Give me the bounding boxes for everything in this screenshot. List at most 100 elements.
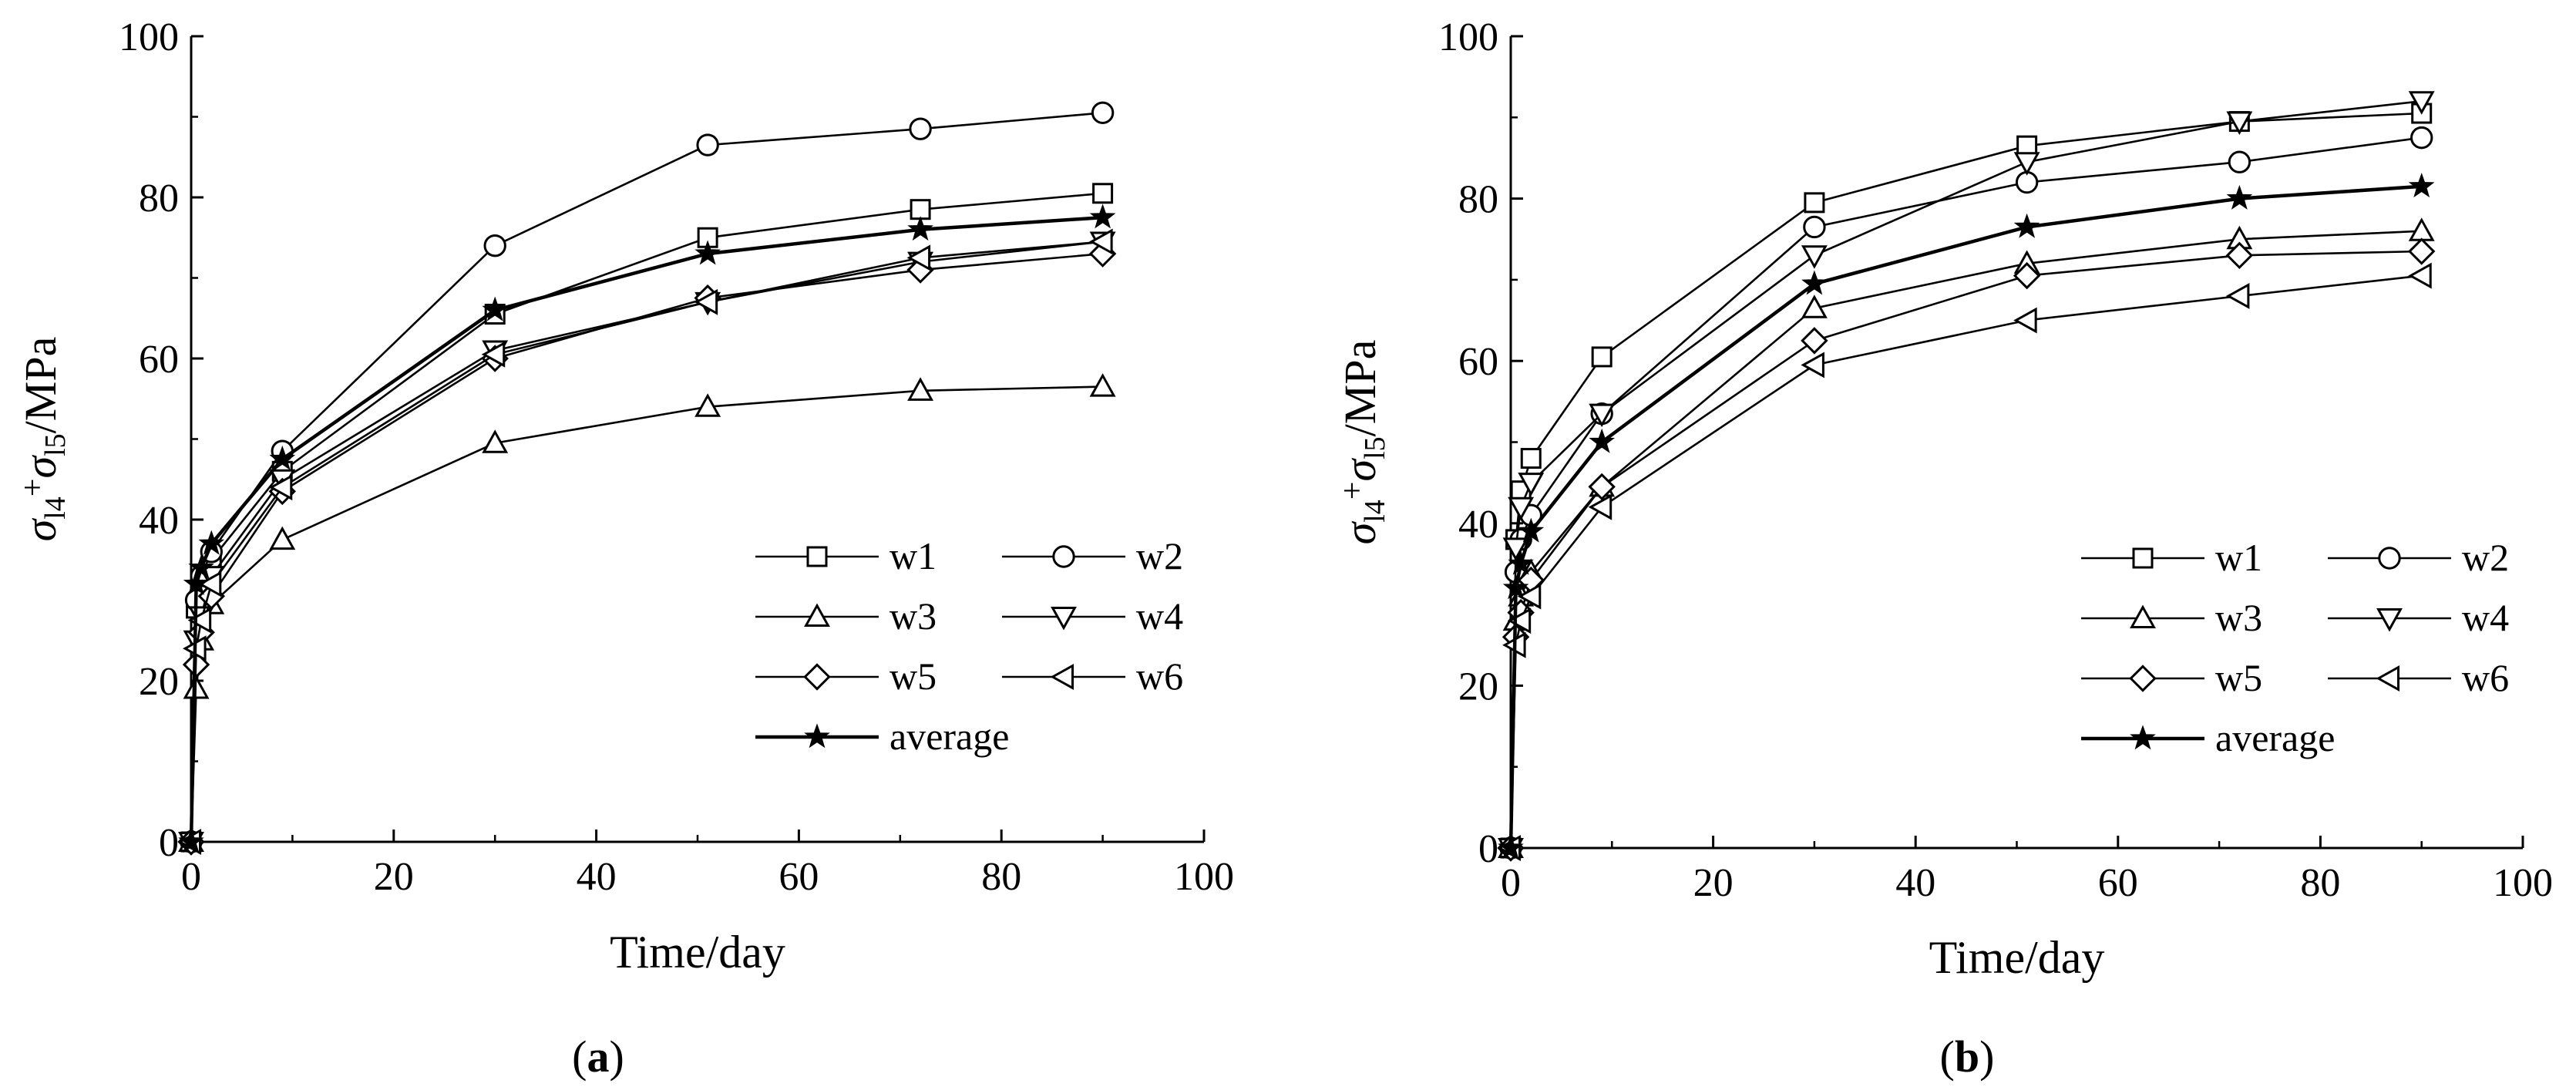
data-point-w6 (1588, 493, 1613, 520)
x-tick-label: 0 (181, 855, 201, 899)
data-point-w3 (1089, 373, 1116, 397)
y-tick-label: 80 (139, 177, 179, 220)
data-point-w6 (2225, 283, 2250, 309)
legend-marker (1051, 606, 1077, 631)
data-point-w6 (2408, 262, 2432, 289)
data-point-w6 (1089, 228, 1113, 255)
series-w4 (178, 231, 1116, 856)
data-point-w2 (1091, 101, 1115, 124)
data-point-w2 (2228, 150, 2251, 173)
legend-item-w4: w4 (1002, 594, 1183, 638)
legend-marker (804, 723, 830, 749)
y-axis-title: σl4+σl5/MPa (1335, 340, 1391, 545)
y-tick-label: 80 (1458, 178, 1498, 222)
x-tick-label: 20 (374, 855, 414, 899)
data-point-w6 (1801, 352, 1824, 379)
legend-label: w4 (2462, 596, 2509, 639)
caption-open: ( (572, 1031, 587, 1082)
series-w3 (1498, 217, 2435, 859)
data-point-w2 (483, 234, 506, 257)
x-tick-label: 80 (981, 855, 1021, 899)
y-axis-title-part: + (1335, 482, 1370, 500)
x-tick-label: 40 (1895, 861, 1935, 905)
data-point-w6 (187, 607, 212, 634)
legend-marker (806, 546, 828, 567)
series-line-w6 (1509, 274, 2422, 849)
data-point-w2 (2410, 126, 2433, 150)
data-point-w6 (481, 341, 506, 368)
data-point-w6 (1507, 607, 1532, 634)
y-axis-title-part: σ (1335, 520, 1385, 544)
data-point-average (2013, 213, 2040, 238)
data-point-w6 (268, 474, 293, 501)
caption-close: ) (610, 1031, 624, 1082)
y-tick-label: 20 (1458, 665, 1498, 708)
x-tick-label: 0 (1501, 861, 1521, 905)
data-point-average (907, 216, 933, 241)
data-point-w3 (482, 429, 509, 453)
y-tick-label: 0 (1478, 827, 1498, 871)
series-w3 (178, 373, 1116, 853)
legend: w1 w2 w3 w4 w5 w6 average (755, 534, 1183, 758)
legend-label: w3 (889, 594, 937, 638)
legend-label: w2 (1136, 534, 1183, 577)
data-point-average (198, 530, 225, 555)
data-point-w5 (2407, 237, 2436, 265)
y-axis-title-part: /MPa (1335, 340, 1385, 437)
data-point-w5 (1801, 327, 1828, 355)
x-tick-label: 40 (577, 855, 617, 899)
data-point-w1 (910, 199, 931, 220)
legend-label: w2 (2462, 536, 2509, 579)
legend-marker (1052, 545, 1075, 568)
legend-label: average (889, 715, 1009, 758)
data-point-average (694, 240, 721, 265)
data-point-w6 (694, 288, 718, 315)
y-axis-title-part: l4 (1359, 500, 1391, 523)
chart-panel-b: 0 20 40 60 80 100020406080100Time/dayσl4+σl5/… (1335, 15, 2553, 1082)
x-tick-label: 100 (1174, 855, 1234, 899)
data-point-w4 (1502, 537, 1529, 561)
series-w4 (1498, 91, 2435, 862)
legend-label: average (2215, 716, 2335, 759)
data-point-average (1518, 517, 1545, 543)
y-axis-title-part: σ (15, 517, 66, 541)
data-point-average (1089, 204, 1116, 229)
legend-item-w2: w2 (2328, 536, 2509, 579)
data-point-w4 (1801, 245, 1828, 269)
chart-panel-a: 0 20 40 60 80 100020406080100Time/dayσl4+σl5/… (15, 15, 1234, 1082)
data-point-w4 (2408, 91, 2435, 115)
data-point-w1 (697, 227, 718, 248)
data-point-w3 (2408, 217, 2435, 241)
data-point-average (269, 445, 296, 470)
data-point-w3 (907, 377, 934, 401)
data-point-w6 (197, 570, 222, 597)
data-point-w4 (1508, 496, 1535, 521)
legend-marker (803, 663, 831, 691)
y-tick-label: 60 (1458, 340, 1498, 384)
data-point-average (178, 828, 204, 853)
data-point-average (1502, 574, 1529, 600)
y-axis-title-part: l5 (39, 433, 72, 456)
legend-marker (2129, 665, 2157, 692)
x-tick-label: 60 (2098, 861, 2138, 905)
legend-label: w1 (889, 534, 937, 577)
data-point-average (2408, 173, 2435, 198)
legend-marker (1050, 664, 1074, 690)
data-point-average (1508, 550, 1534, 575)
legend-label: w5 (2215, 656, 2262, 699)
x-tick-label: 80 (2300, 861, 2340, 905)
y-axis-title-part: + (15, 479, 51, 497)
y-axis-title-part: /MPa (15, 337, 66, 434)
data-point-w1 (1804, 192, 1825, 214)
x-tick-label: 100 (2493, 861, 2553, 905)
data-point-average (2226, 184, 2253, 210)
data-point-w1 (1520, 448, 1542, 469)
caption-close: ) (1979, 1031, 1994, 1082)
data-point-average (482, 296, 509, 321)
y-axis-title-part: σ (1335, 458, 1385, 482)
panel-caption: (a) (572, 1031, 624, 1082)
data-point-w2 (909, 117, 932, 140)
panel-caption: (b) (1940, 1031, 1995, 1082)
data-point-average (1801, 270, 1828, 295)
data-point-w3 (1801, 294, 1828, 318)
